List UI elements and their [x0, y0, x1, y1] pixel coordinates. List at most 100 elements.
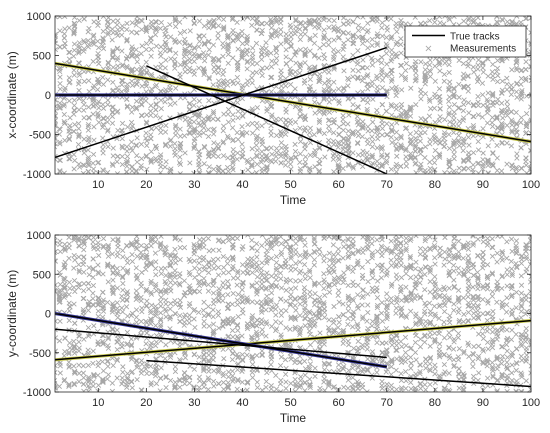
measurement-marker — [374, 158, 380, 164]
measurement-marker — [370, 318, 376, 325]
measurement-marker — [273, 50, 280, 56]
measurement-marker — [494, 259, 500, 265]
measurement-marker — [331, 303, 337, 310]
measurement-marker — [115, 236, 121, 242]
measurement-marker — [393, 164, 399, 170]
measurement-marker — [470, 265, 477, 271]
measurement-marker — [316, 117, 323, 123]
measurement-marker — [427, 73, 433, 80]
measurement-marker — [71, 380, 77, 387]
measurement-marker — [230, 137, 236, 143]
measurement-marker — [230, 263, 236, 269]
measurement-marker — [345, 303, 352, 309]
measurement-marker — [321, 367, 328, 373]
measurement-marker — [331, 88, 337, 94]
measurement-marker — [235, 108, 241, 115]
measurement-marker — [307, 310, 313, 316]
measurement-marker — [234, 282, 240, 288]
measurement-marker — [240, 279, 246, 285]
measurement-marker — [485, 99, 491, 105]
measurement-marker — [297, 47, 304, 53]
measurement-marker — [370, 275, 376, 281]
measurement-marker — [85, 122, 92, 128]
measurement-marker — [235, 275, 241, 281]
measurement-marker — [215, 65, 221, 71]
measurement-marker — [317, 71, 323, 77]
measurement-marker — [100, 168, 107, 174]
measurement-marker — [114, 285, 121, 291]
measurement-marker — [471, 343, 477, 350]
measurement-marker — [403, 240, 409, 246]
measurement-marker — [66, 156, 72, 162]
measurement-marker — [153, 101, 159, 107]
measurement-marker — [55, 380, 58, 387]
measurement-marker — [360, 384, 366, 391]
measurement-marker — [403, 314, 410, 320]
measurement-marker — [143, 83, 150, 89]
measurement-marker — [258, 299, 265, 305]
measurement-marker — [398, 72, 405, 78]
measurement-marker — [66, 80, 72, 86]
measurement-marker — [240, 131, 246, 137]
measurement-marker — [81, 280, 87, 287]
measurement-marker — [167, 34, 174, 40]
measurement-marker — [340, 46, 346, 52]
measurement-marker — [239, 153, 245, 160]
measurement-marker — [157, 242, 164, 248]
measurement-marker — [278, 16, 284, 22]
measurement-marker — [379, 121, 385, 127]
measurement-marker — [210, 257, 216, 263]
measurement-marker — [158, 324, 164, 330]
measurement-marker — [229, 356, 236, 363]
measurement-marker — [484, 274, 491, 280]
measurement-marker — [513, 170, 519, 174]
measurement-marker — [446, 57, 452, 63]
measurement-marker — [316, 20, 322, 26]
measurement-marker — [139, 26, 145, 33]
measurement-marker — [181, 28, 188, 35]
measurement-marker — [71, 343, 77, 349]
measurement-marker — [388, 102, 394, 108]
measurement-marker — [273, 236, 279, 243]
measurement-marker — [201, 318, 207, 325]
measurement-marker — [513, 109, 519, 116]
measurement-marker — [297, 252, 303, 259]
measurement-marker — [71, 252, 77, 259]
measurement-marker — [460, 386, 467, 392]
measurement-marker — [168, 300, 174, 307]
measurement-marker — [437, 287, 443, 293]
measurement-marker — [80, 370, 87, 376]
measurement-marker — [211, 166, 217, 172]
measurement-marker — [172, 39, 178, 45]
measurement-marker — [153, 235, 159, 240]
measurement-marker — [422, 61, 429, 67]
measurement-marker — [423, 356, 429, 362]
measurement-marker — [340, 121, 347, 127]
measurement-marker — [475, 147, 482, 153]
x-tick-label: 100 — [522, 179, 540, 191]
measurement-marker — [148, 261, 154, 268]
measurement-marker — [201, 58, 208, 64]
measurement-marker — [446, 164, 452, 170]
measurement-marker — [71, 97, 78, 103]
measurement-marker — [134, 377, 140, 383]
measurement-marker — [187, 374, 193, 380]
true-track-1 — [55, 62, 531, 143]
measurement-marker — [432, 139, 439, 145]
measurement-marker — [288, 44, 294, 50]
measurement-marker — [55, 369, 58, 376]
measurement-marker — [407, 113, 414, 119]
measurement-marker — [157, 25, 164, 32]
measurement-marker — [307, 67, 313, 73]
measurement-marker — [220, 139, 227, 145]
measurement-marker — [273, 145, 280, 152]
measurement-marker — [369, 36, 375, 42]
measurement-marker — [408, 379, 414, 386]
measurement-marker — [144, 69, 150, 75]
measurement-marker — [143, 153, 150, 159]
measurement-marker — [436, 349, 443, 356]
measurement-marker — [172, 311, 178, 317]
measurement-marker — [76, 107, 82, 113]
measurement-marker — [129, 258, 136, 265]
measurement-marker — [76, 254, 82, 260]
